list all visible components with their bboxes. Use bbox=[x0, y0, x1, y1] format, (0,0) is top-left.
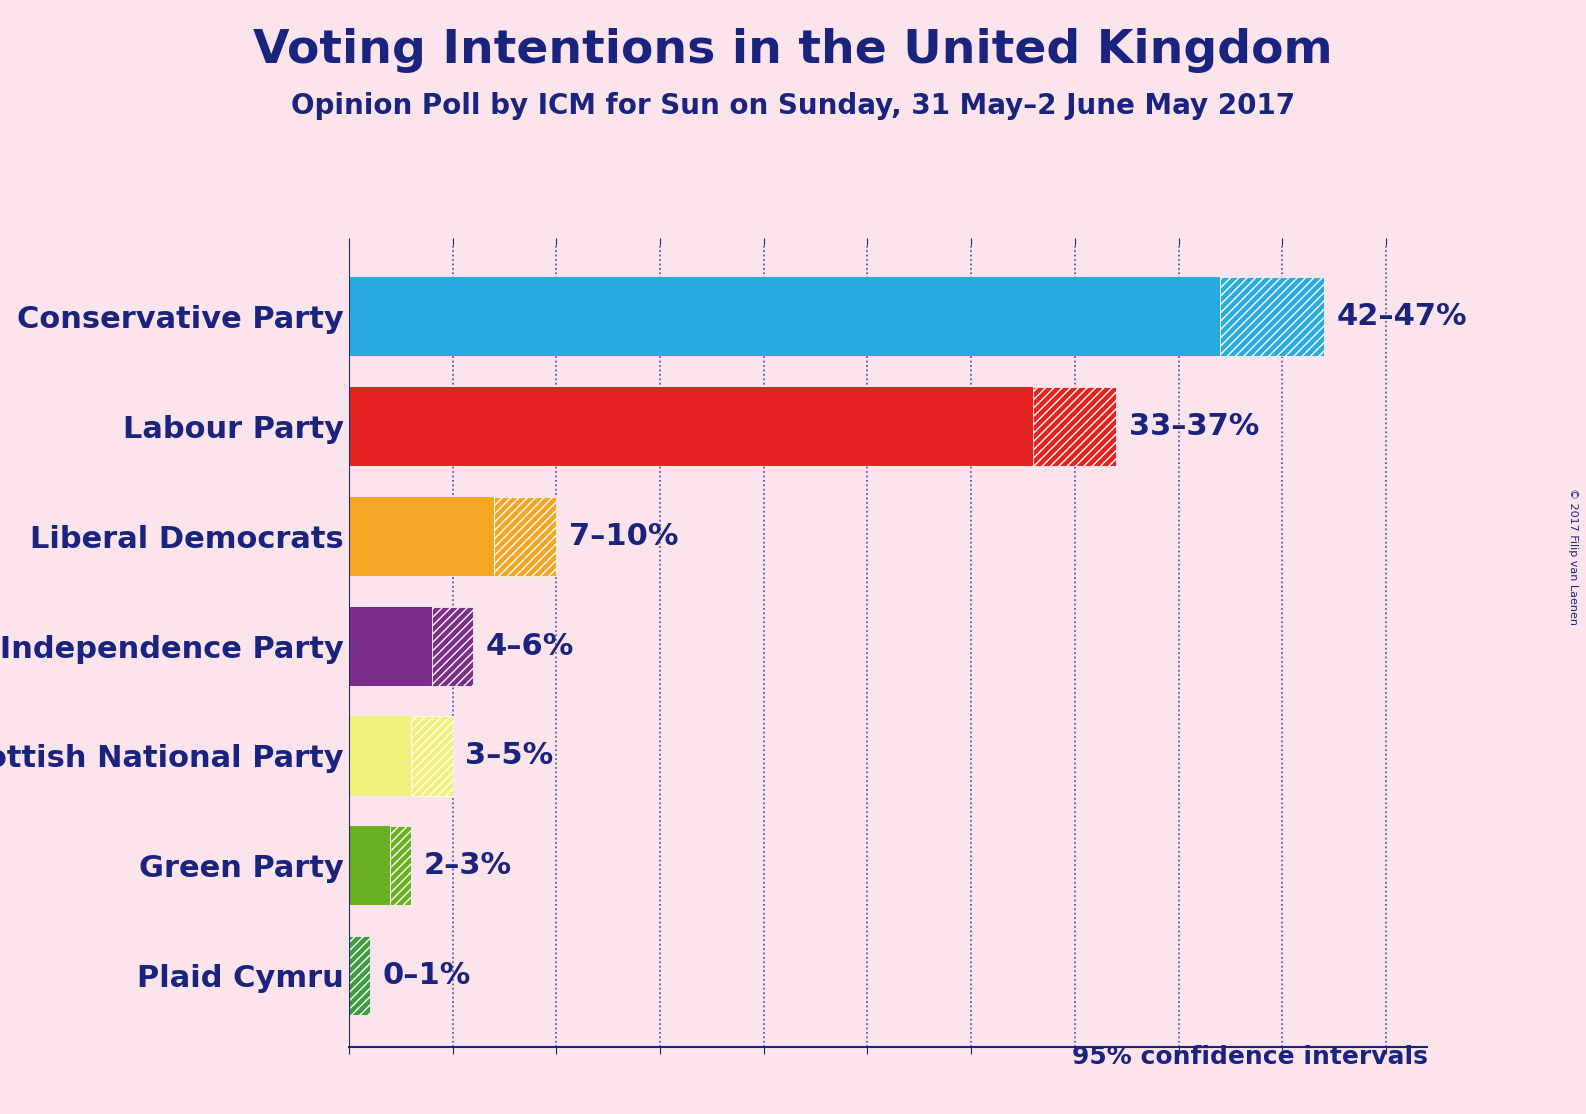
Text: 42–47%: 42–47% bbox=[1335, 302, 1467, 331]
Bar bbox=[349, 387, 1034, 466]
Text: 0–1%: 0–1% bbox=[382, 961, 471, 990]
Bar bbox=[431, 606, 473, 686]
Text: 95% confidence intervals: 95% confidence intervals bbox=[1072, 1045, 1427, 1069]
Bar bbox=[495, 497, 557, 576]
Bar bbox=[1220, 277, 1324, 356]
Text: Voting Intentions in the United Kingdom: Voting Intentions in the United Kingdom bbox=[254, 28, 1332, 72]
Bar bbox=[1034, 387, 1117, 466]
Bar bbox=[349, 606, 431, 686]
Bar bbox=[349, 497, 495, 576]
Bar bbox=[349, 716, 411, 795]
Bar bbox=[349, 827, 390, 906]
Bar bbox=[411, 716, 452, 795]
Text: © 2017 Filip van Laenen: © 2017 Filip van Laenen bbox=[1569, 489, 1578, 625]
Text: 7–10%: 7–10% bbox=[569, 521, 679, 550]
Bar bbox=[349, 277, 1220, 356]
Text: Opinion Poll by ICM for Sun on Sunday, 31 May–2 June May 2017: Opinion Poll by ICM for Sun on Sunday, 3… bbox=[290, 91, 1296, 120]
Text: 33–37%: 33–37% bbox=[1129, 412, 1259, 441]
Text: 4–6%: 4–6% bbox=[485, 632, 574, 661]
Bar bbox=[390, 827, 411, 906]
Bar bbox=[349, 936, 370, 1015]
Text: 2–3%: 2–3% bbox=[423, 851, 512, 880]
Text: 3–5%: 3–5% bbox=[465, 742, 554, 771]
